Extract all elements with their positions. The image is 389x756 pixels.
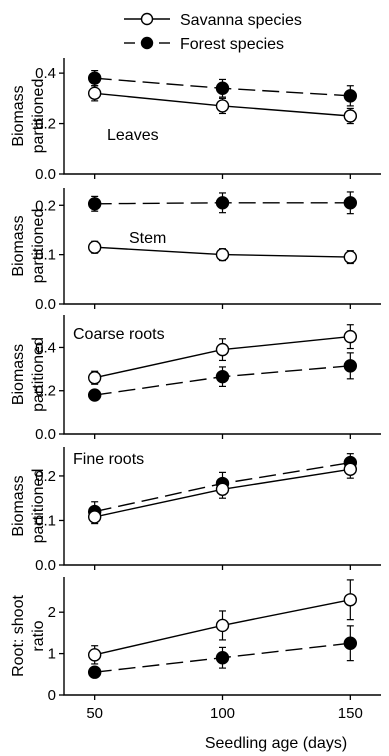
y-axis-label-line: Root: shoot (10, 595, 27, 677)
data-point-savanna-species (343, 250, 358, 264)
data-point-savanna-species (87, 86, 102, 101)
y-tick-label: 0.4 (35, 65, 56, 82)
series-savanna-species (87, 579, 358, 665)
panel-axes (63, 58, 381, 175)
y-axis-label: Biomass partitioned (10, 469, 47, 544)
data-point-forest-species (215, 651, 230, 665)
data-point-savanna-species (343, 329, 358, 344)
y-tick-label: 0.2 (35, 468, 56, 485)
y-axis-label: Biomass partitioned (10, 209, 47, 284)
data-point-savanna-species (343, 462, 358, 476)
y-axis-label-line: Biomass (10, 344, 27, 405)
y-tick-label: 0.4 (35, 339, 56, 356)
legend-marker-filled-circle (140, 36, 154, 50)
data-point-forest-species (343, 636, 358, 650)
data-point-savanna-species (215, 247, 230, 262)
y-axis-label: Root: shoot ratio (10, 595, 47, 677)
data-point-forest-species (215, 81, 230, 95)
legend-marker-open-circle (140, 12, 154, 26)
y-tick-label: 0.0 (35, 557, 56, 574)
x-tick-label: 50 (86, 705, 103, 722)
legend-label-forest: Forest species (180, 36, 284, 53)
x-tick-label: 150 (338, 705, 363, 722)
data-point-savanna-species (215, 342, 230, 357)
y-tick-label: 0.2 (35, 116, 56, 133)
x-axis-label: Seedling age (days) (205, 735, 347, 752)
legend-item-forest: Forest species (124, 36, 284, 53)
series-forest-species (87, 625, 358, 679)
y-tick-label: 0.0 (35, 166, 56, 183)
data-point-forest-species (343, 196, 358, 210)
panel-annotation: Coarse roots (73, 326, 165, 343)
series-forest-species (87, 191, 358, 215)
y-tick-label: 0 (48, 687, 56, 704)
data-point-forest-species (87, 197, 102, 211)
x-tick-label: 100 (210, 705, 235, 722)
series-savanna-species (87, 324, 358, 385)
y-axis-label-line: Biomass (10, 85, 27, 146)
y-axis-label: Biomass partitioned (10, 337, 47, 412)
data-point-forest-species (215, 369, 230, 384)
data-point-savanna-species (215, 482, 230, 497)
y-axis-label-line: partitioned (30, 469, 47, 544)
y-axis-label-line: ratio (30, 620, 47, 651)
legend-label-savanna: Savanna species (180, 12, 302, 29)
y-tick-label: 1 (48, 646, 56, 663)
y-tick-label: 2 (48, 604, 56, 621)
y-axis-label-line: partitioned (30, 337, 47, 412)
legend-item-savanna: Savanna species (124, 12, 302, 29)
data-point-savanna-species (215, 618, 230, 633)
data-point-savanna-species (87, 510, 102, 524)
panel-annotation: Leaves (107, 127, 159, 144)
data-point-savanna-species (87, 240, 102, 254)
y-axis-label: Biomass partitioned (10, 79, 47, 154)
panel-5: 0 1 2 50 100 150 Root: shoot ratio (10, 577, 381, 722)
data-point-forest-species (343, 359, 358, 373)
panel-annotation: Stem (129, 230, 166, 247)
data-point-forest-species (343, 89, 358, 103)
y-tick-label: 0.0 (35, 296, 56, 313)
data-point-forest-species (215, 196, 230, 210)
y-tick-label: 0.1 (35, 247, 56, 264)
y-axis-label-line: Biomass (10, 215, 27, 276)
y-axis-label-line: partitioned (30, 209, 47, 284)
legend: Savanna species Forest species (124, 12, 302, 53)
data-point-savanna-species (343, 109, 358, 123)
data-point-savanna-species (343, 593, 358, 607)
y-tick-label: 0.1 (35, 512, 56, 529)
data-point-forest-species (87, 71, 102, 85)
series-savanna-species (87, 459, 358, 525)
y-axis-label-line: partitioned (30, 79, 47, 154)
y-axis-label-line: Biomass (10, 475, 27, 536)
data-point-savanna-species (87, 648, 102, 662)
y-tick-label: 0.2 (35, 197, 56, 214)
data-point-forest-species (87, 665, 102, 679)
series-forest-species (87, 70, 358, 107)
series-forest-species (87, 352, 358, 402)
series-savanna-species (87, 85, 358, 125)
data-point-forest-species (87, 388, 102, 402)
series-savanna-species (87, 240, 358, 265)
data-point-savanna-species (87, 371, 102, 385)
y-tick-label: 0.2 (35, 383, 56, 400)
y-tick-label: 0.0 (35, 426, 56, 443)
panel-annotation: Fine roots (73, 451, 144, 468)
data-point-savanna-species (215, 99, 230, 113)
